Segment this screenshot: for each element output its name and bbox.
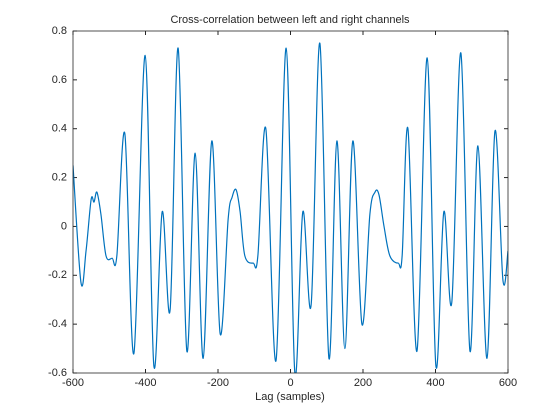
chart-title: Cross-correlation between left and right… bbox=[170, 14, 410, 26]
y-tick-label: 0.8 bbox=[52, 25, 67, 37]
y-tick-label: 0.6 bbox=[52, 74, 67, 86]
x-axis-label: Lag (samples) bbox=[255, 391, 325, 403]
y-tick-label: 0.2 bbox=[52, 171, 67, 183]
x-tick-label: -600 bbox=[62, 377, 84, 389]
axes-box bbox=[72, 30, 509, 374]
y-tick-label: -0.2 bbox=[48, 269, 67, 281]
x-tick-label: 200 bbox=[354, 377, 372, 389]
x-tick-label: -400 bbox=[134, 377, 156, 389]
x-tick-label: -200 bbox=[207, 377, 229, 389]
x-tick-label: 0 bbox=[287, 377, 293, 389]
y-tick-label: 0.4 bbox=[52, 123, 67, 135]
y-tick-label: -0.4 bbox=[48, 318, 67, 330]
y-tick-label: 0 bbox=[61, 220, 67, 232]
x-tick-label: 400 bbox=[426, 377, 444, 389]
x-tick-label: 600 bbox=[499, 377, 517, 389]
y-tick-label: -0.6 bbox=[48, 367, 67, 379]
line-series bbox=[73, 42, 508, 373]
